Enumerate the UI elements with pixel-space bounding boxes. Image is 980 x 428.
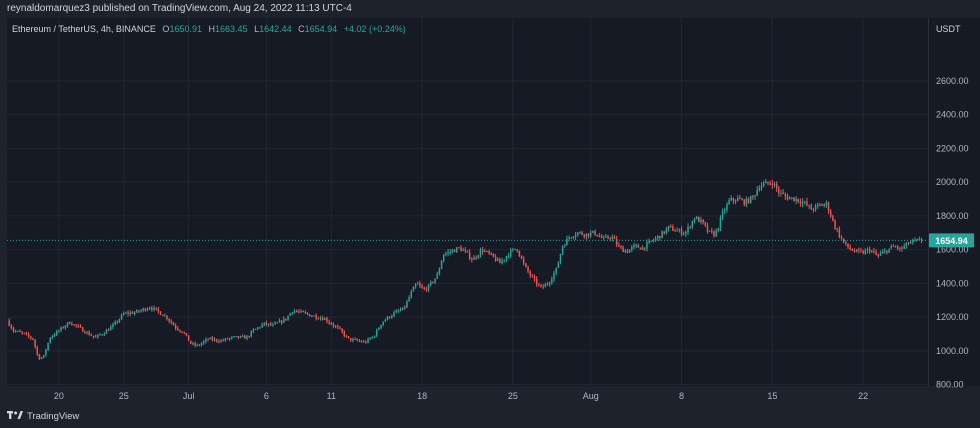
- time-tick-label: 20: [54, 391, 64, 401]
- tradingview-branding[interactable]: TradingView: [7, 407, 79, 425]
- time-tick-label: 6: [264, 391, 269, 401]
- high-value: 1663.45: [215, 24, 248, 34]
- open-label: O: [162, 24, 170, 34]
- published-text: reynaldomarquez3 published on TradingVie…: [7, 3, 352, 14]
- low-value: 1642.44: [259, 24, 292, 34]
- symbol-name: Ethereum / TetherUS, 4h, BINANCE: [12, 24, 156, 34]
- published-info-bar: reynaldomarquez3 published on TradingVie…: [0, 0, 980, 18]
- time-tick-label: 25: [508, 391, 518, 401]
- time-scale-labels: 20 25 Jul 6 11 18 25 Aug 8 15 22: [54, 391, 868, 401]
- time-tick-label: 18: [417, 391, 427, 401]
- symbol-legend: Ethereum / TetherUS, 4h, BINANCE O1650.9…: [12, 24, 406, 34]
- time-tick-label: 22: [858, 391, 868, 401]
- high-label: H: [208, 24, 216, 34]
- time-tick-label: 15: [767, 391, 777, 401]
- time-tick-label: Jul: [183, 391, 195, 401]
- time-tick-label: 8: [679, 391, 684, 401]
- time-tick-label: 11: [327, 391, 336, 401]
- price-scale[interactable]: [928, 18, 980, 386]
- time-tick-label: 25: [119, 391, 129, 401]
- open-value: 1650.91: [169, 24, 202, 34]
- tradingview-brand-text: TradingView: [27, 410, 80, 422]
- change-value: +4.02 (+0.24%): [343, 24, 406, 34]
- close-value: 1654.94: [304, 24, 338, 34]
- close-label: C: [298, 24, 305, 34]
- footer-bar: [0, 406, 980, 428]
- low-label: L: [254, 24, 260, 34]
- tradingview-logo-icon: [7, 410, 23, 423]
- time-tick-label: Aug: [583, 391, 599, 401]
- chart-area[interactable]: [7, 18, 928, 386]
